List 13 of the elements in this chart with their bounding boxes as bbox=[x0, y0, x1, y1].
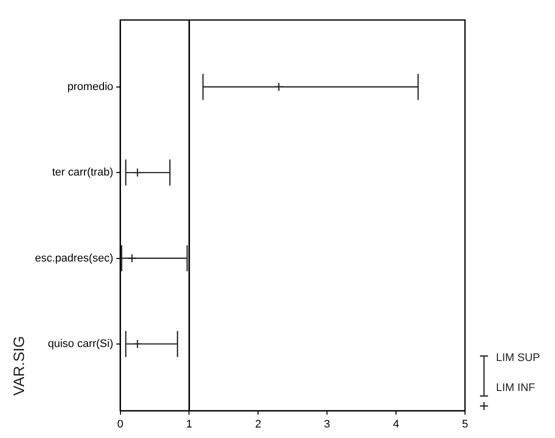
y-tick-label: ter carr(trab) bbox=[52, 166, 114, 179]
y-tick-label: esc.padres(sec) bbox=[34, 252, 114, 264]
text: LIM SUP bbox=[496, 352, 540, 364]
y-axis-title: VAR.SIG bbox=[11, 336, 28, 396]
y-tick-label: quiso carr(Si) bbox=[48, 338, 114, 350]
text: LIM INF bbox=[496, 382, 536, 394]
x-tick-label: 4 bbox=[392, 418, 400, 430]
x-tick-label: 2 bbox=[255, 418, 262, 430]
x-tick-label: 1 bbox=[186, 418, 192, 430]
x-tick-label: 5 bbox=[462, 418, 468, 430]
x-tick-label: 3 bbox=[324, 418, 330, 430]
x-tick-label: 0 bbox=[117, 418, 124, 430]
y-tick-label: promedio bbox=[67, 80, 114, 93]
